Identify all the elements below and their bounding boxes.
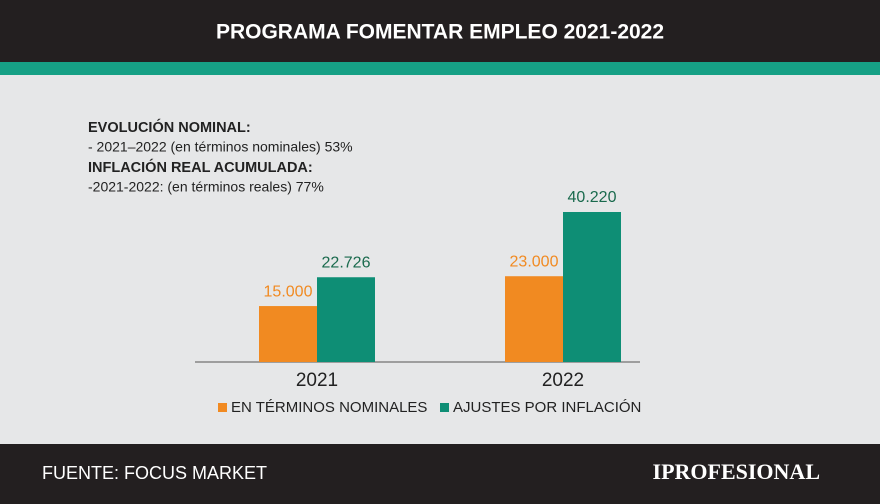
x-tick-label: 2022: [542, 370, 584, 391]
value-label: 40.220: [568, 189, 617, 206]
bar: [259, 306, 317, 362]
legend-label: EN TÉRMINOS NOMINALES: [231, 399, 427, 416]
legend-label: AJUSTES POR INFLACIÓN: [453, 399, 641, 416]
x-tick-label: 2021: [296, 370, 338, 391]
header-band: [0, 0, 880, 62]
annotation: EVOLUCIÓN NOMINAL:: [88, 118, 251, 136]
legend-swatch: [218, 403, 227, 412]
bar: [563, 212, 621, 362]
source: FUENTE: FOCUS MARKET: [42, 463, 267, 483]
header-stripe: [0, 62, 880, 75]
value-label: 22.726: [322, 254, 371, 271]
annotation: - 2021–2022 (en términos nominales) 53%: [88, 139, 353, 155]
footer-band: [0, 444, 880, 504]
bar: [317, 277, 375, 362]
value-label: 15.000: [264, 283, 313, 300]
bar: [505, 276, 563, 362]
brand: IPROFESIONAL: [653, 459, 820, 484]
chart-title: PROGRAMA FOMENTAR EMPLEO 2021-2022: [216, 21, 664, 44]
legend-swatch: [440, 403, 449, 412]
annotation: INFLACIÓN REAL ACUMULADA:: [88, 158, 313, 176]
value-label: 23.000: [510, 253, 559, 270]
annotation: -2021-2022: (en términos reales) 77%: [88, 179, 324, 195]
